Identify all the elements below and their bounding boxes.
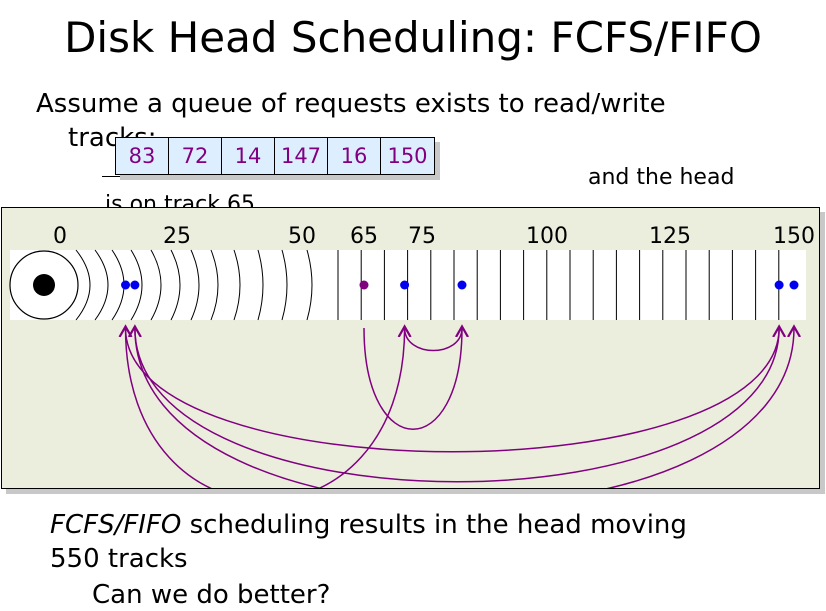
axis-label: 65 bbox=[350, 224, 378, 249]
seek-path-arc bbox=[124, 328, 780, 453]
axis-label: 0 bbox=[53, 224, 67, 249]
spindle-hub bbox=[33, 274, 55, 296]
queue-cell: 150 bbox=[387, 144, 428, 168]
axis-label: 150 bbox=[773, 224, 815, 249]
intro-line-1: Assume a queue of requests exists to rea… bbox=[36, 89, 666, 119]
disk-diagram: 0 25 50 65 75 100 125 150 bbox=[9, 224, 815, 488]
axis-label: 125 bbox=[649, 224, 691, 249]
queue-cell: 16 bbox=[328, 138, 381, 174]
axis-label: 100 bbox=[526, 224, 568, 249]
footer-line-1: FCFS/FIFO scheduling results in the head… bbox=[50, 509, 687, 541]
track-arc bbox=[94, 249, 109, 321]
track-arc bbox=[190, 249, 200, 321]
queue-cell: 83 bbox=[116, 138, 169, 174]
track-arc bbox=[150, 249, 162, 321]
footer-emphasis: FCFS/FIFO bbox=[50, 510, 182, 540]
footer-line-2: 550 tracks bbox=[50, 544, 188, 574]
footer-line-1-rest: scheduling results in the head moving bbox=[181, 510, 687, 540]
seek-path-arc bbox=[363, 328, 462, 430]
track-arc bbox=[257, 249, 264, 321]
slide-title: Disk Head Scheduling: FCFS/FIFO bbox=[64, 13, 762, 62]
axis-label: 25 bbox=[163, 224, 191, 249]
request-dot bbox=[121, 280, 131, 290]
queue-cell: 14 bbox=[222, 138, 275, 174]
request-dot bbox=[130, 280, 140, 290]
seek-path-arc bbox=[126, 328, 406, 488]
request-dot bbox=[400, 280, 410, 290]
footer-question: Can we do better? bbox=[92, 580, 331, 610]
seek-path-arc bbox=[405, 328, 463, 352]
queue-cell: 147 bbox=[275, 138, 328, 174]
and-the-head-text: and the head bbox=[588, 165, 735, 190]
request-dot bbox=[789, 280, 799, 290]
queue-cell: 72 bbox=[169, 138, 222, 174]
axis-label: 50 bbox=[288, 224, 316, 249]
request-queue: 83 72 14 147 16 150 bbox=[115, 137, 435, 175]
track-arc bbox=[306, 249, 313, 321]
axis-label: 75 bbox=[408, 224, 436, 249]
queue-underline bbox=[102, 176, 428, 177]
request-dot bbox=[457, 280, 467, 290]
seek-path-arc bbox=[134, 328, 794, 488]
track-arc bbox=[210, 249, 219, 321]
seek-path-arc bbox=[135, 328, 780, 483]
request-dot bbox=[774, 280, 784, 290]
track-arc bbox=[130, 249, 143, 321]
track-arc bbox=[233, 249, 241, 321]
track-arc bbox=[75, 249, 91, 321]
track-arc bbox=[170, 249, 181, 321]
head-dot bbox=[359, 280, 369, 290]
disk-diagram-panel: 0 25 50 65 75 100 125 150 bbox=[1, 207, 820, 489]
track-arc bbox=[281, 249, 288, 321]
